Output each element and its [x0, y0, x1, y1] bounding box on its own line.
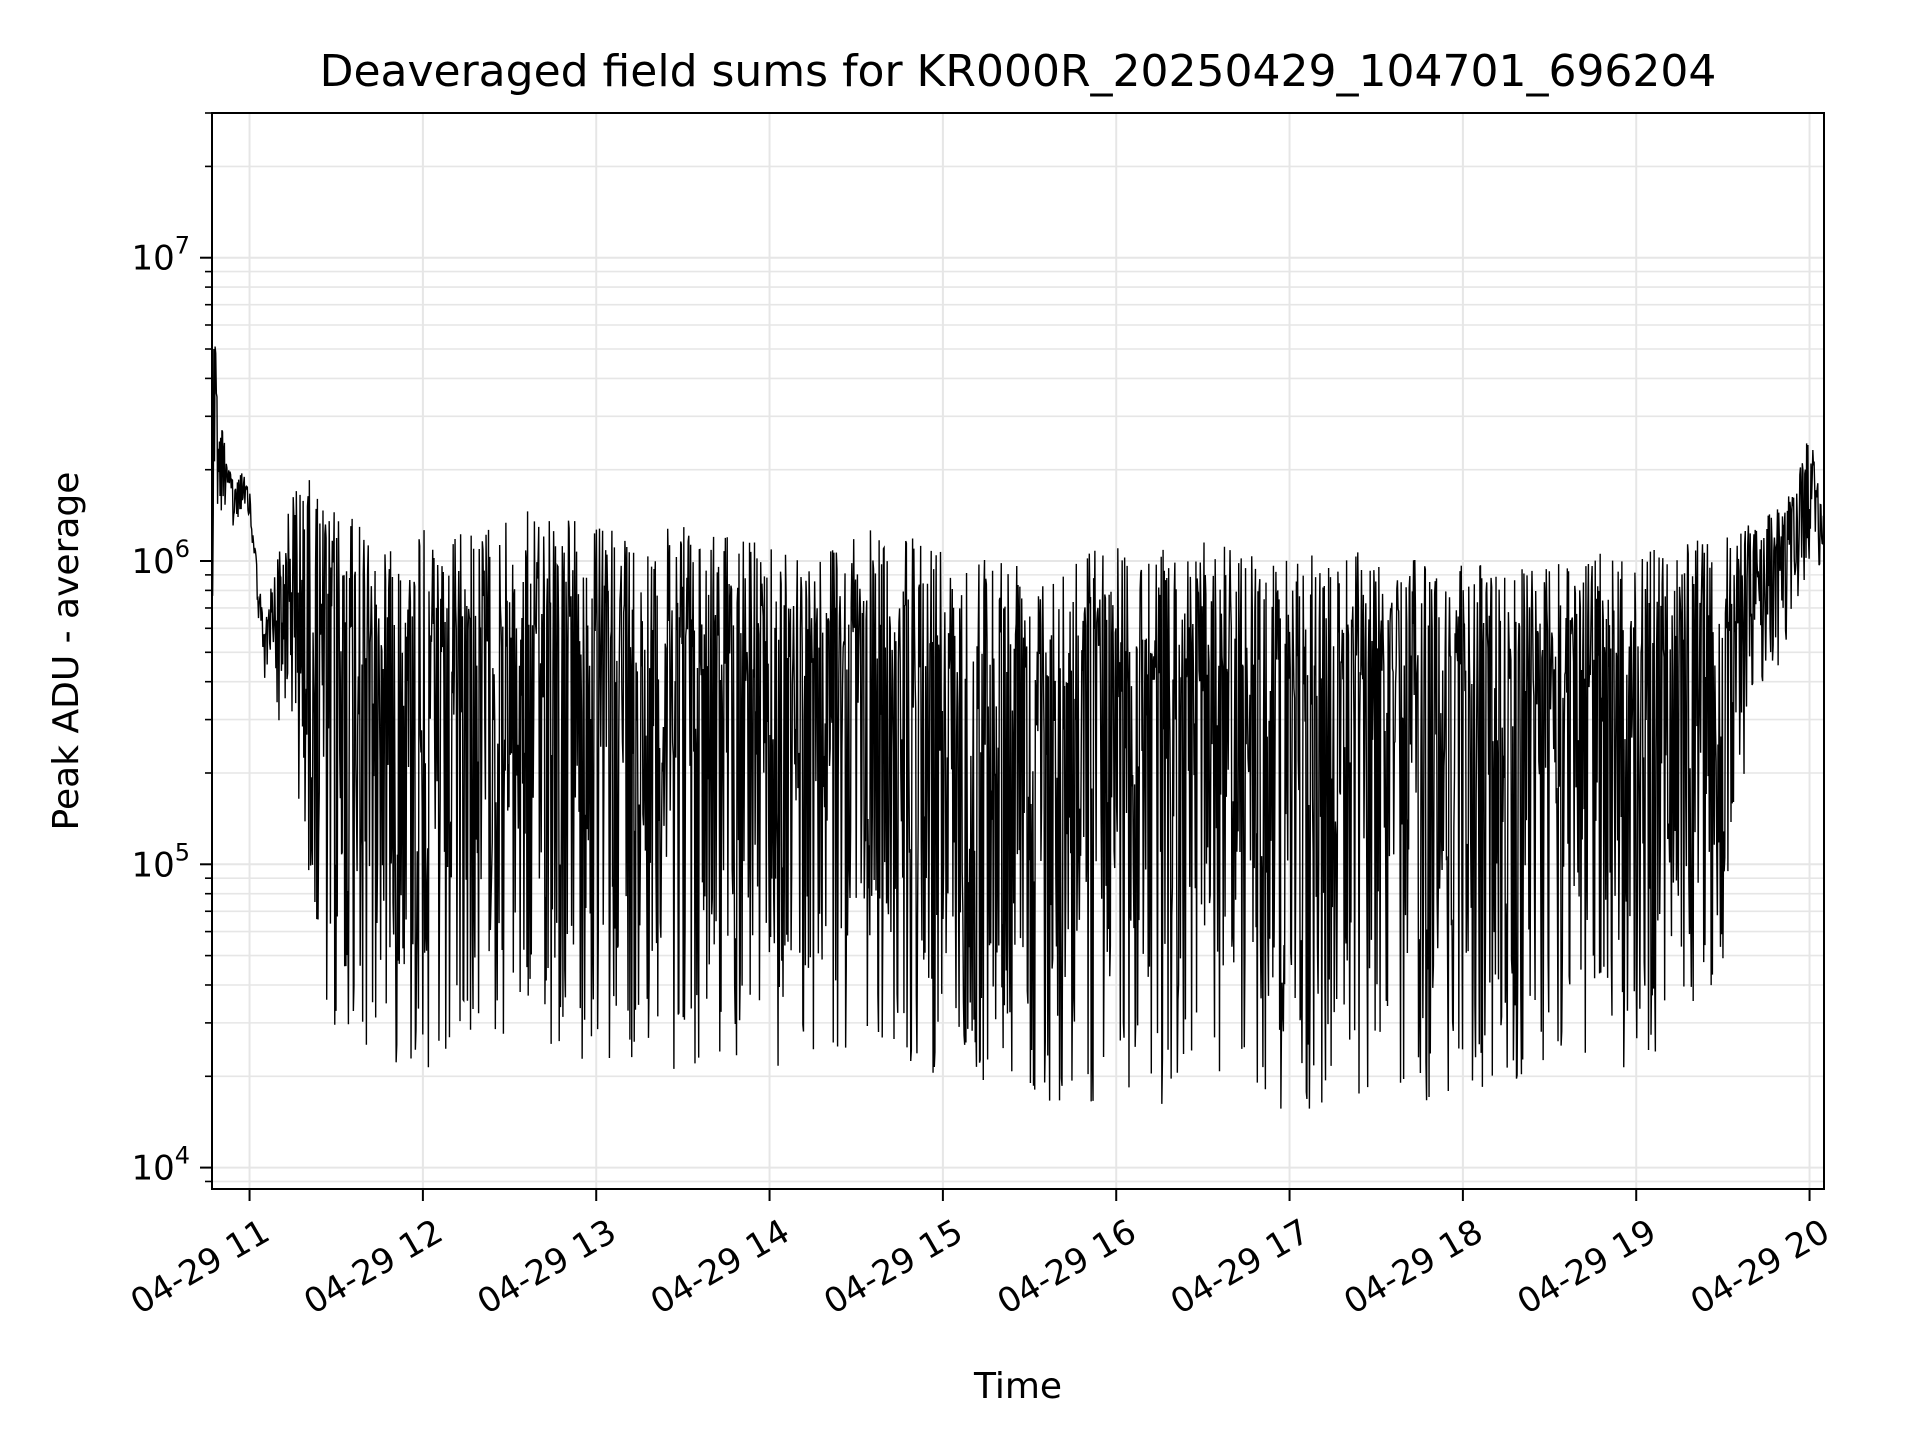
x-tick-label: 04-29 16 — [991, 1212, 1143, 1323]
x-tick-label: 04-29 18 — [1337, 1212, 1489, 1323]
x-tick-label: 04-29 11 — [124, 1212, 276, 1323]
y-tick-label: 104 — [131, 1142, 190, 1189]
y-tick-label: 106 — [131, 535, 190, 582]
x-tick-label: 04-29 20 — [1684, 1212, 1836, 1323]
series-line — [211, 346, 1825, 1109]
chart-title: Deaveraged field sums for KR000R_2025042… — [320, 46, 1717, 97]
plot-frame — [211, 112, 1825, 1190]
x-tick-label: 04-29 12 — [297, 1212, 449, 1323]
y-axis: 104 105 106 107 — [131, 112, 212, 1189]
x-tick-label: 04-29 15 — [817, 1212, 969, 1323]
x-tick-label: 04-29 17 — [1164, 1212, 1316, 1323]
x-axis-label: Time — [973, 1366, 1062, 1407]
y-tick-label: 107 — [131, 232, 190, 279]
y-tick-label: 105 — [131, 838, 190, 885]
x-tick-label: 04-29 14 — [644, 1212, 796, 1323]
x-axis: 04-29 11 04-29 12 04-29 13 04-29 14 04-29 15… — [124, 1189, 1836, 1323]
y-axis-label: Peak ADU - average — [46, 472, 87, 831]
series-layer — [211, 346, 1825, 1109]
x-tick-label: 04-29 19 — [1511, 1212, 1663, 1323]
x-tick-label: 04-29 13 — [471, 1212, 623, 1323]
